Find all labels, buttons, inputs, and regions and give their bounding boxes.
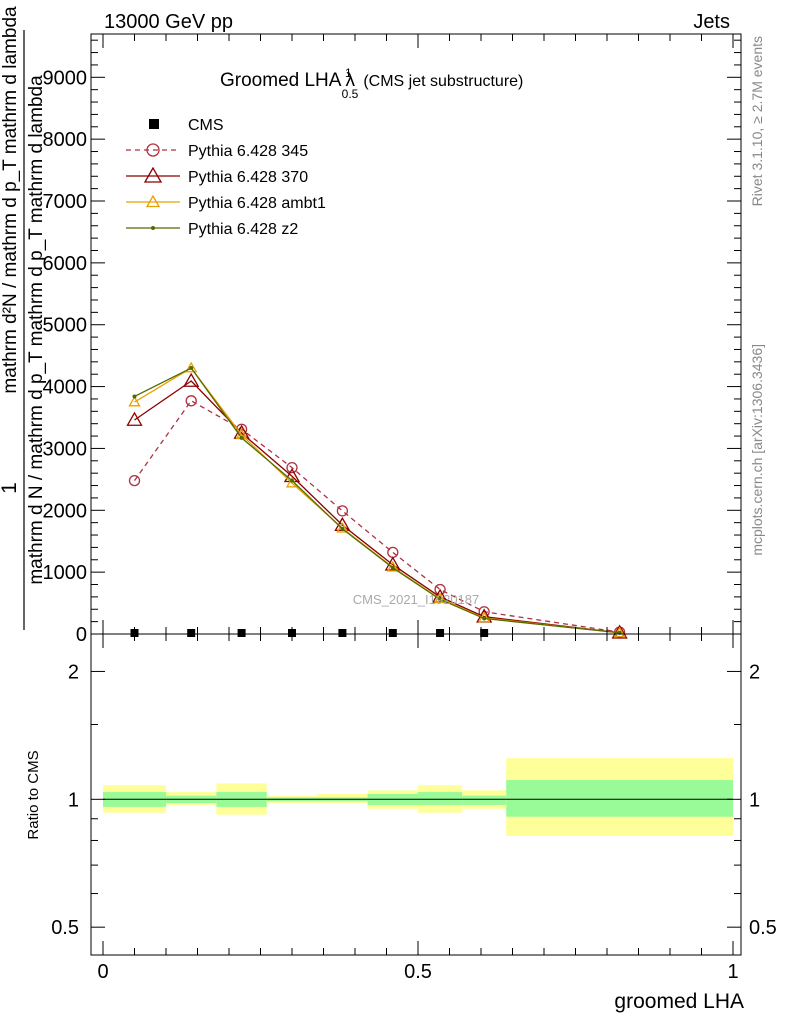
ratio-bands: [103, 758, 733, 836]
ratio-frame: [90, 633, 742, 956]
series-point: [336, 521, 349, 533]
ratio-y-tick-label-right: 1: [749, 789, 760, 811]
main-ylabel-inner: mathrm d²N / mathrm d p_T mathrm d lambd…: [0, 6, 21, 394]
main-y-tick-label: 1000: [43, 562, 88, 584]
legend-marker: [151, 226, 155, 230]
main-ylabel-numerator: 1: [0, 482, 21, 494]
series-point: [387, 546, 399, 559]
legend-marker: [143, 166, 163, 183]
x-tick-label: 0: [97, 961, 108, 983]
legend-label: CMS: [188, 117, 224, 134]
legend-marker: [145, 194, 161, 208]
cms-data-point: [237, 629, 246, 637]
legend-label: Pythia 6.428 z2: [188, 221, 298, 238]
series-point: [340, 526, 345, 531]
series-point: [185, 361, 198, 373]
ratio-y-tick-label: 1: [68, 789, 79, 811]
x-tick-label: 1: [727, 961, 738, 983]
category-label: Jets: [693, 11, 730, 33]
series-point: [185, 395, 197, 407]
ratio-band-inner: [462, 795, 507, 805]
main-series: [126, 361, 628, 639]
main-ylabel: 1 mathrm d N / mathrm d p_T mathrm d p_T…: [0, 6, 47, 630]
series-point: [239, 435, 244, 440]
chart-subtitle: (CMS jet substructure): [363, 73, 523, 90]
legend-label: Pythia 6.428 345: [188, 143, 308, 160]
chart-title: Groomed LHA λ1 0.5 (CMS jet substructure): [220, 66, 523, 101]
cms-data-point: [436, 629, 445, 637]
series-point: [390, 565, 395, 570]
series-point: [189, 366, 194, 371]
x-ticks: 0 0.5 1: [97, 34, 739, 983]
cms-data-point: [338, 629, 347, 637]
main-y-tick-label: 4000: [43, 377, 88, 399]
series-point: [128, 474, 141, 487]
ratio-ylabel: Ratio to CMS: [25, 750, 42, 839]
x-tick-label: 0.5: [404, 961, 432, 983]
cms-data-point: [388, 629, 397, 637]
rivet-label: Rivet 3.1.10, ≥ 2.7M events: [749, 36, 765, 206]
main-y-tick-label: 2000: [43, 500, 88, 522]
main-y-tick-label: 0: [76, 624, 87, 646]
series-point: [132, 394, 137, 399]
main-y-tick-label: 7000: [43, 191, 88, 213]
chart-title-sup: 1: [345, 66, 352, 80]
main-ylabel-denominator: mathrm d N / mathrm d p_T mathrm d p_T m…: [26, 75, 47, 585]
ratio-y-tick-label: 2: [68, 661, 79, 683]
cms-data-point: [187, 629, 196, 637]
series-point: [286, 461, 298, 474]
series-point: [438, 597, 443, 602]
ratio-y-ticks: 0.5 0.5 1 1 2 2: [51, 661, 777, 939]
main-y-tick-label: 3000: [43, 438, 88, 460]
legend-label: Pythia 6.428 370: [188, 169, 308, 186]
ratio-band-inner: [506, 780, 733, 817]
series-point: [128, 395, 141, 407]
series-point: [336, 505, 349, 517]
watermark: CMS_2021_I1920187: [353, 592, 480, 607]
ratio-band-inner: [418, 792, 463, 805]
main-plot: 0 1000 2000 3000 4000 5000 6000 7000 8000 9000 Gr…: [0, 6, 742, 646]
chart-title-symbol: λ: [345, 70, 355, 91]
main-y-ticks: 0 1000 2000 3000 4000 5000 6000 7000 8000 9000: [43, 39, 741, 646]
main-y-tick-label: 8000: [43, 129, 88, 151]
legend-marker-cms: [149, 119, 159, 129]
series-point: [183, 372, 200, 387]
ratio-y-tick-label-right: 0.5: [749, 917, 777, 939]
legend: CMS Pythia 6.428 345 Pythia 6.428 370 Pythi…: [126, 117, 326, 238]
cms-data-point: [480, 629, 489, 637]
mcplots-label: mcplots.cern.ch [arXiv:1306.3436]: [749, 344, 765, 556]
legend-marker: [146, 143, 160, 157]
series-point: [482, 616, 487, 621]
ratio-y-tick-label: 0.5: [51, 917, 79, 939]
main-y-tick-label: 9000: [43, 67, 88, 89]
legend-label: Pythia 6.428 ambt1: [188, 195, 326, 212]
chart-title-text: Groomed LHA: [220, 70, 342, 91]
main-y-tick-label: 6000: [43, 253, 88, 275]
x-axis-label: groomed LHA: [614, 990, 744, 1013]
chart-title-sub: 0.5: [342, 87, 359, 101]
series-point: [290, 478, 294, 483]
series-point: [126, 411, 143, 426]
ratio-plot: 0.5 0.51 12 2 0 0.5 1 Ratio to CMS groomed LH…: [25, 34, 777, 1013]
series-line: [133, 399, 620, 633]
ratio-y-tick-label-right: 2: [749, 661, 760, 683]
energy-label: 13000 GeV pp: [104, 11, 233, 33]
main-y-tick-label: 5000: [43, 315, 88, 337]
series-line: [134, 380, 620, 634]
